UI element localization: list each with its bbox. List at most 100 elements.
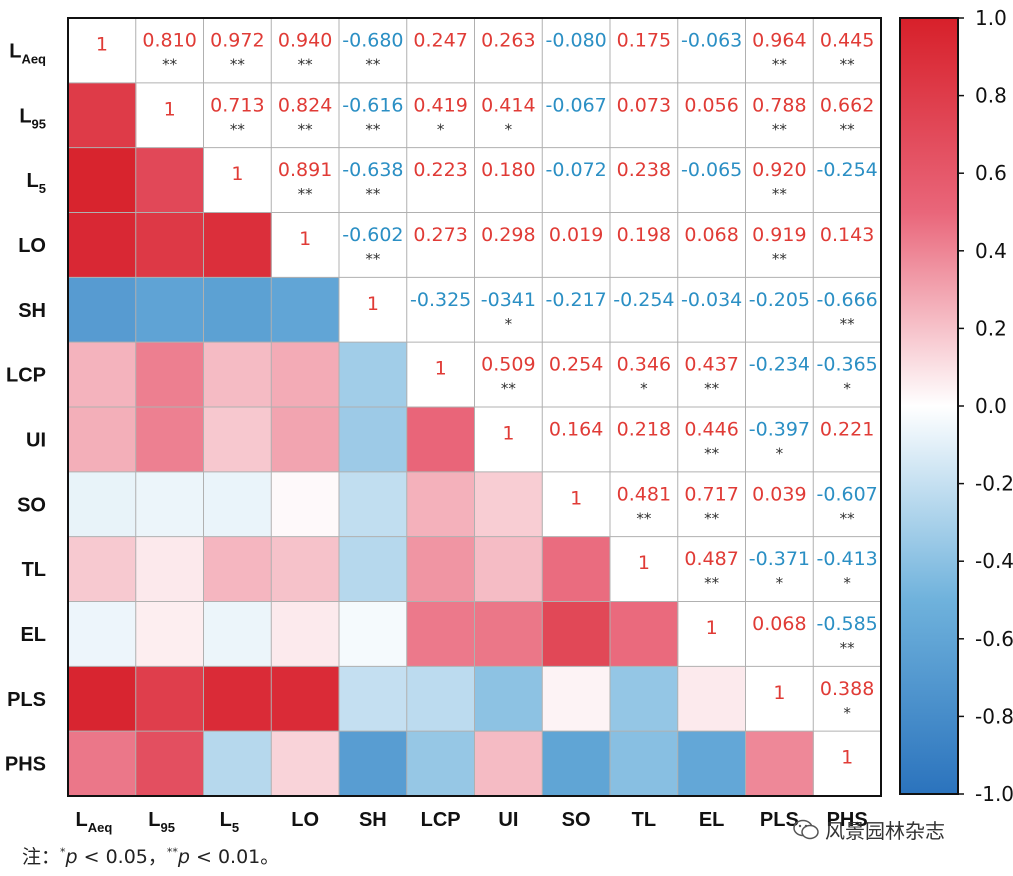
correlation-value: -0341: [481, 289, 536, 311]
colorbar-tick-label: -0.6: [975, 627, 1013, 651]
heatmap-cell: [135, 731, 204, 797]
heatmap-cell: [68, 731, 137, 797]
correlation-value: 0.891: [278, 159, 332, 181]
heatmap-cell: [677, 731, 746, 797]
significance-marker: **: [365, 185, 381, 203]
heatmap-cell: [271, 601, 340, 667]
note-p-1: p: [65, 846, 78, 868]
correlation-value: -0.585: [817, 613, 878, 635]
heatmap-cell: [68, 601, 137, 667]
row-label: LAeq: [9, 40, 46, 66]
row-label: UI: [26, 429, 46, 451]
correlation-value: 0.487: [684, 548, 738, 570]
correlation-value: 0.788: [752, 94, 806, 116]
heatmap-cell: [271, 536, 340, 602]
plot-border: [67, 17, 882, 797]
heatmap-cell: [542, 601, 611, 667]
heatmap-cell: [339, 471, 408, 538]
significance-note: 注：*p < 0.05，**p < 0.01。: [22, 842, 279, 869]
significance-marker: **: [704, 380, 720, 398]
correlation-value: -0.254: [817, 159, 878, 181]
heatmap-cell: [610, 666, 679, 732]
heatmap-cell: [677, 666, 746, 732]
heatmap-cell: [135, 471, 204, 538]
significance-marker: **: [840, 315, 856, 333]
note-threshold-1: < 0.05，: [77, 846, 167, 868]
significance-marker: **: [840, 120, 856, 138]
correlation-value: -0.413: [817, 548, 878, 570]
heatmap-cell: [203, 471, 272, 538]
heatmap-cell: [406, 731, 475, 797]
colorbar-tick-label: -1.0: [975, 782, 1013, 806]
diagonal-value: 1: [435, 358, 447, 380]
significance-marker: **: [772, 55, 788, 73]
column-label: LAeq: [75, 809, 112, 835]
column-label: L5: [220, 809, 239, 835]
correlation-value: 0.198: [617, 224, 671, 246]
column-label: LCP: [421, 809, 461, 831]
heatmap-cell: [135, 407, 204, 473]
correlation-value: 0.238: [617, 159, 671, 181]
heatmap-cell: [610, 731, 679, 797]
colorbar-tick-label: 0.8: [975, 84, 1007, 108]
row-label: LO: [18, 235, 46, 257]
correlation-value: 0.254: [549, 354, 603, 376]
correlation-value: 0.039: [752, 483, 806, 505]
heatmap-cell: [135, 277, 204, 343]
significance-marker: *: [776, 574, 784, 592]
significance-marker: **: [772, 120, 788, 138]
correlation-value: 0.446: [684, 418, 738, 440]
significance-marker: **: [230, 120, 246, 138]
colorbar: [899, 17, 959, 795]
significance-marker: **: [704, 444, 720, 462]
significance-marker: **: [704, 509, 720, 527]
correlation-value: 0.218: [617, 418, 671, 440]
correlation-value: -0.325: [410, 289, 471, 311]
correlation-value: -0.616: [342, 94, 403, 116]
heatmap-cell: [271, 471, 340, 538]
heatmap-cell: [406, 536, 475, 602]
correlation-value: 0.388: [820, 678, 874, 700]
correlation-value: -0.602: [342, 224, 403, 246]
heatmap-cell: [339, 666, 408, 732]
heatmap-cell: [542, 731, 611, 797]
significance-marker: **: [365, 55, 381, 73]
heatmap-cell: [474, 471, 543, 538]
heatmap-cell: [68, 536, 137, 602]
correlation-value: 0.481: [617, 483, 671, 505]
significance-marker: **: [365, 250, 381, 268]
correlation-value: 0.437: [684, 354, 738, 376]
correlation-value: 0.180: [481, 159, 535, 181]
significance-marker: *: [505, 315, 513, 333]
heatmap-cell: [68, 666, 137, 732]
correlation-value: -0.680: [342, 29, 403, 51]
heatmap-cell: [271, 407, 340, 473]
diagonal-value: 1: [773, 682, 785, 704]
correlation-value: 0.940: [278, 29, 332, 51]
correlation-value: 0.164: [549, 418, 603, 440]
heatmap-cell: [68, 407, 137, 473]
significance-marker: *: [843, 380, 851, 398]
note-threshold-2: < 0.01。: [189, 846, 280, 868]
heatmap-cell: [203, 277, 272, 343]
correlation-value: 0.019: [549, 224, 603, 246]
correlation-value: 0.056: [684, 94, 738, 116]
correlation-value: -0.067: [546, 94, 607, 116]
colorbar-tick-label: 1.0: [975, 6, 1007, 30]
note-p-2: p: [177, 846, 190, 868]
significance-marker: **: [501, 380, 517, 398]
colorbar-tick-label: -0.2: [975, 472, 1013, 496]
significance-marker: *: [640, 380, 648, 398]
heatmap-cell: [271, 731, 340, 797]
heatmap-cell: [135, 147, 204, 213]
correlation-value: 0.068: [752, 613, 806, 635]
heatmap-cell: [339, 342, 408, 408]
heatmap-cell: [68, 82, 137, 149]
correlation-value: 0.073: [617, 94, 671, 116]
colorbar-tick-label: 0.2: [975, 316, 1007, 340]
significance-marker: *: [843, 574, 851, 592]
heatmap-cell: [68, 471, 137, 538]
row-label: PLS: [7, 689, 46, 711]
heatmap-cell: [203, 731, 272, 797]
